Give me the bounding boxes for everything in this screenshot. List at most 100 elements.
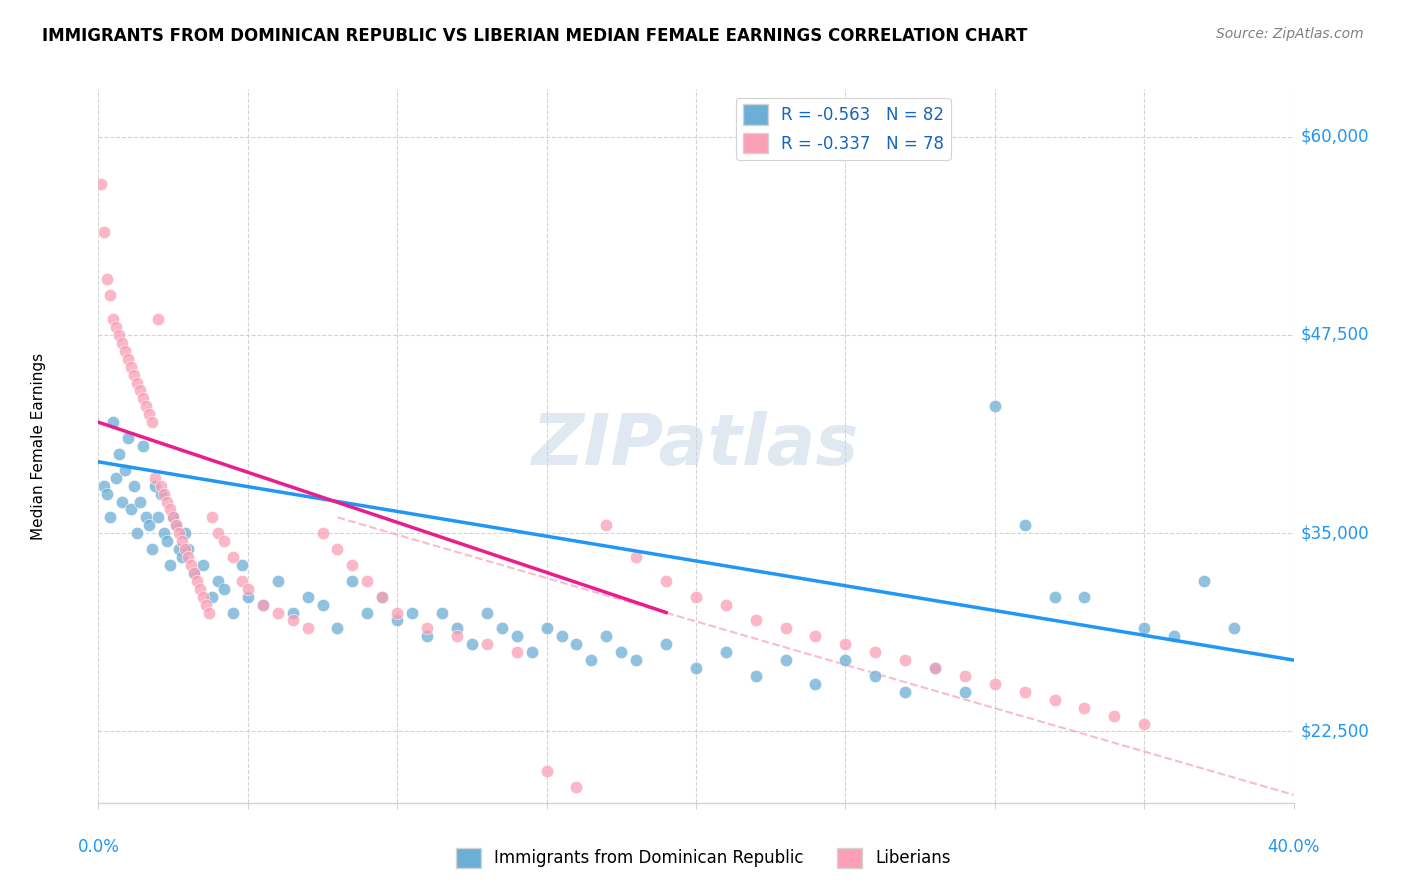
Point bbox=[186, 574, 208, 588]
Point bbox=[714, 598, 737, 612]
Point bbox=[924, 661, 946, 675]
Point bbox=[491, 621, 513, 635]
Point bbox=[326, 621, 349, 635]
Text: $47,500: $47,500 bbox=[1301, 326, 1369, 344]
Point bbox=[581, 653, 603, 667]
Point bbox=[595, 629, 617, 643]
Point bbox=[371, 590, 394, 604]
Point bbox=[834, 653, 856, 667]
Point bbox=[191, 558, 214, 572]
Point bbox=[565, 637, 588, 651]
Point bbox=[236, 590, 259, 604]
Point bbox=[1043, 590, 1066, 604]
Point bbox=[775, 621, 797, 635]
Point bbox=[550, 629, 572, 643]
Point bbox=[172, 534, 194, 549]
Point bbox=[371, 590, 394, 604]
Point bbox=[297, 590, 319, 604]
Point bbox=[162, 510, 184, 524]
Point bbox=[953, 685, 976, 699]
Legend: R = -0.563   N = 82, R = -0.337   N = 78: R = -0.563 N = 82, R = -0.337 N = 78 bbox=[735, 97, 950, 160]
Point bbox=[201, 590, 224, 604]
Point bbox=[745, 614, 768, 628]
Point bbox=[983, 677, 1005, 691]
Point bbox=[138, 518, 160, 533]
Point bbox=[1073, 700, 1095, 714]
Point bbox=[297, 621, 319, 635]
Point bbox=[105, 471, 128, 485]
Point bbox=[252, 598, 274, 612]
Point bbox=[207, 526, 229, 541]
Point bbox=[804, 677, 827, 691]
Point bbox=[430, 606, 453, 620]
Point bbox=[135, 510, 157, 524]
Point bbox=[93, 225, 115, 239]
Point bbox=[207, 574, 229, 588]
Text: Source: ZipAtlas.com: Source: ZipAtlas.com bbox=[1216, 27, 1364, 41]
Point bbox=[624, 653, 647, 667]
Point bbox=[167, 526, 190, 541]
Point bbox=[174, 542, 197, 557]
Point bbox=[446, 621, 468, 635]
Point bbox=[267, 574, 290, 588]
Point bbox=[129, 494, 152, 508]
Point bbox=[231, 574, 253, 588]
Point bbox=[111, 494, 134, 508]
Point bbox=[475, 637, 498, 651]
Point bbox=[311, 598, 333, 612]
Point bbox=[143, 471, 166, 485]
Point bbox=[401, 606, 423, 620]
Point bbox=[148, 312, 170, 326]
Point bbox=[183, 566, 205, 580]
Point bbox=[520, 645, 543, 659]
Point bbox=[1014, 518, 1036, 533]
Text: Median Female Earnings: Median Female Earnings bbox=[31, 352, 46, 540]
Point bbox=[153, 526, 176, 541]
Point bbox=[506, 645, 529, 659]
Point bbox=[148, 510, 170, 524]
Point bbox=[610, 645, 633, 659]
Point bbox=[983, 400, 1005, 414]
Text: 40.0%: 40.0% bbox=[1267, 838, 1320, 856]
Point bbox=[714, 645, 737, 659]
Point bbox=[1192, 574, 1215, 588]
Point bbox=[132, 392, 155, 406]
Point bbox=[188, 582, 211, 596]
Point bbox=[1104, 708, 1126, 723]
Point bbox=[416, 621, 439, 635]
Point bbox=[156, 534, 179, 549]
Point bbox=[775, 653, 797, 667]
Point bbox=[120, 502, 142, 516]
Point bbox=[595, 518, 617, 533]
Point bbox=[236, 582, 259, 596]
Point bbox=[416, 629, 439, 643]
Point bbox=[90, 178, 112, 192]
Point bbox=[1043, 692, 1066, 706]
Point bbox=[138, 407, 160, 421]
Point bbox=[167, 542, 190, 557]
Point bbox=[180, 558, 202, 572]
Point bbox=[114, 463, 136, 477]
Point bbox=[93, 478, 115, 492]
Point bbox=[385, 614, 409, 628]
Point bbox=[129, 384, 152, 398]
Point bbox=[356, 606, 378, 620]
Point bbox=[96, 272, 118, 286]
Point bbox=[198, 606, 221, 620]
Point bbox=[105, 320, 128, 334]
Point bbox=[141, 542, 163, 557]
Point bbox=[1073, 590, 1095, 604]
Text: $35,000: $35,000 bbox=[1301, 524, 1369, 542]
Point bbox=[834, 637, 856, 651]
Point bbox=[172, 549, 194, 564]
Point bbox=[685, 661, 707, 675]
Text: 0.0%: 0.0% bbox=[77, 838, 120, 856]
Text: IMMIGRANTS FROM DOMINICAN REPUBLIC VS LIBERIAN MEDIAN FEMALE EARNINGS CORRELATIO: IMMIGRANTS FROM DOMINICAN REPUBLIC VS LI… bbox=[42, 27, 1028, 45]
Point bbox=[114, 343, 136, 358]
Point bbox=[103, 312, 125, 326]
Point bbox=[177, 542, 200, 557]
Point bbox=[231, 558, 253, 572]
Point bbox=[108, 328, 131, 343]
Point bbox=[150, 486, 173, 500]
Point bbox=[865, 669, 887, 683]
